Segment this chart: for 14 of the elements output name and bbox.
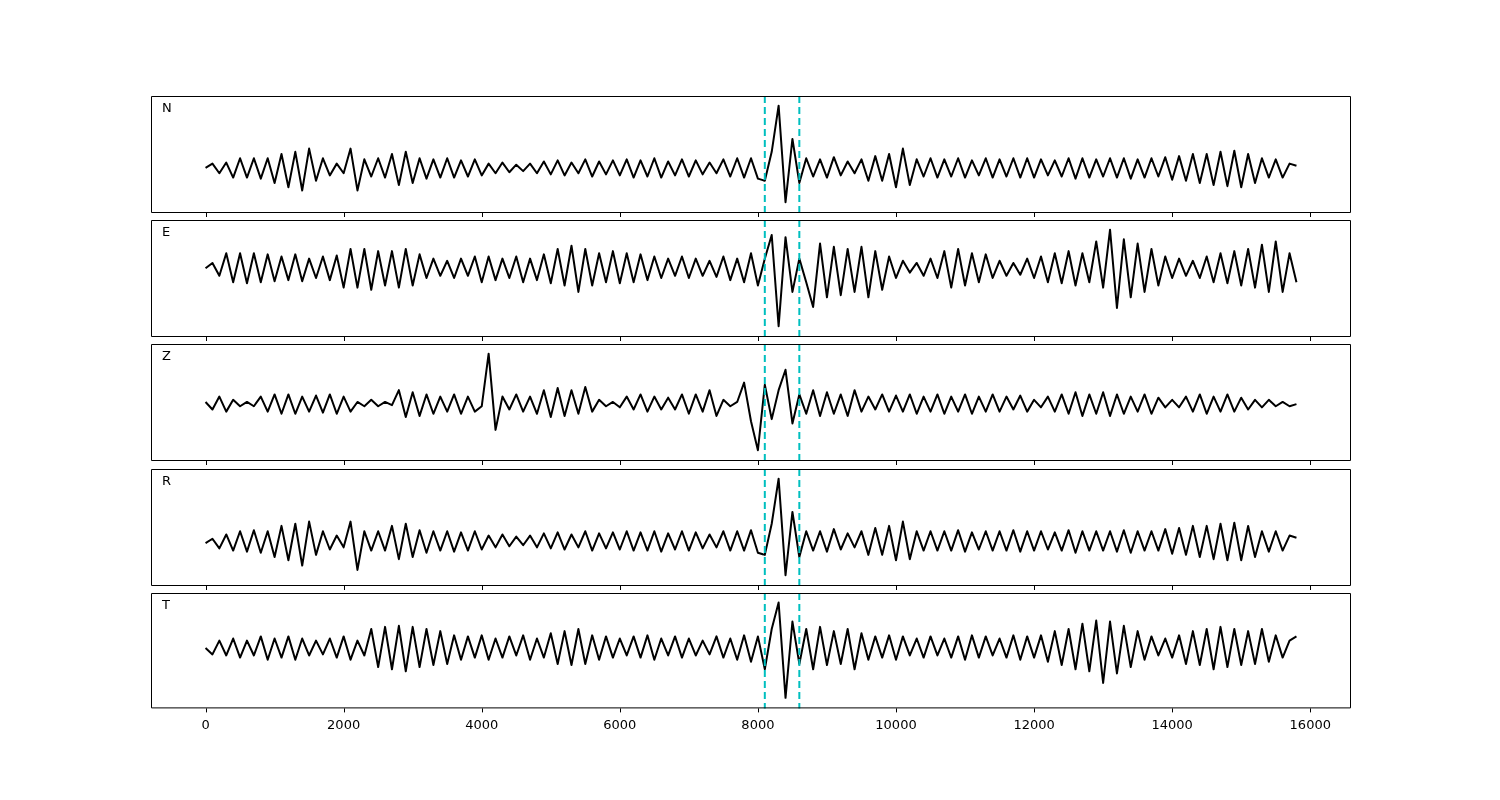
annotation: T [161,596,170,612]
annotation: E [162,223,171,239]
x-tick-label: 12000 [1013,716,1055,732]
annotation: Z [162,347,171,363]
x-tick-label: 6000 [603,716,637,732]
x-tick-label: 16000 [1289,716,1331,732]
x-tick-label: 2000 [327,716,361,732]
annotation: N [162,99,172,115]
x-tick-label: 8000 [741,716,775,732]
x-tick-label: 10000 [875,716,917,732]
x-tick-label: 14000 [1151,716,1193,732]
x-tick-label: 4000 [465,716,499,732]
annotation: R [162,472,172,488]
x-tick-label: 0 [201,716,210,732]
